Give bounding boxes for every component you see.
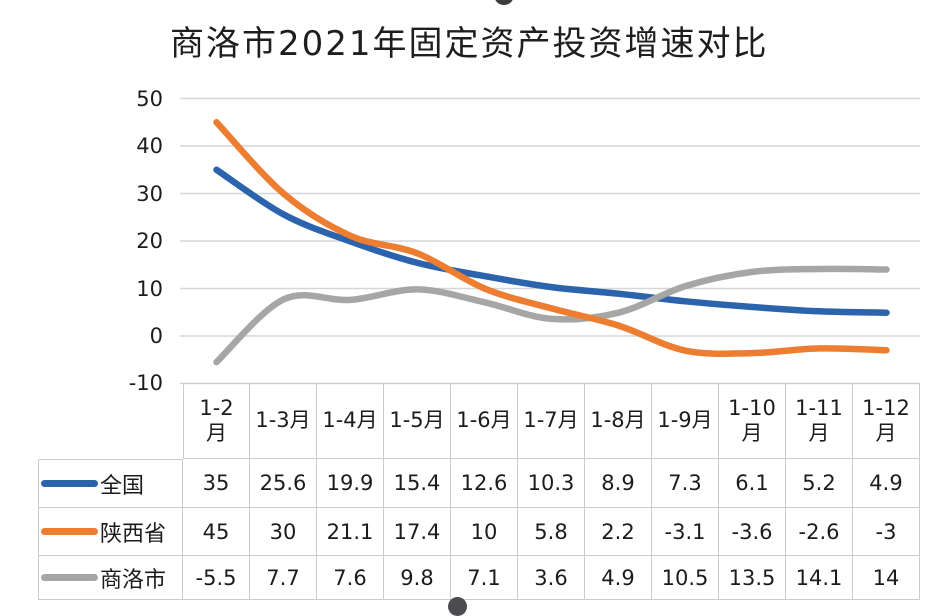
data-table-header-row: 1-2月 1-3月 1-4月 1-5月 1-6月 1-7月 1-8月 1-9月 … xyxy=(183,383,920,459)
y-axis-tick-label: 50 xyxy=(136,87,163,111)
value-cell: 7.7 xyxy=(250,556,317,600)
partial-circle-mark-bottom xyxy=(448,597,467,616)
value-cell: 17.4 xyxy=(384,508,451,556)
value-cell: 10.5 xyxy=(652,556,719,600)
value-cell: 8.9 xyxy=(585,459,652,508)
category-header-cell: 1-11月 xyxy=(786,383,853,459)
table-row-shangluo: 商洛市 -5.5 7.7 7.6 9.8 7.1 3.6 4.9 10.5 13… xyxy=(38,556,920,600)
y-axis-tick-label: 20 xyxy=(136,229,163,253)
value-cell: 9.8 xyxy=(384,556,451,600)
series-name: 全国 xyxy=(100,473,145,499)
value-cell: 14.1 xyxy=(786,556,853,600)
category-header-cell: 1-9月 xyxy=(652,383,719,459)
value-cell: 13.5 xyxy=(719,556,786,600)
category-header-cell: 1-10月 xyxy=(719,383,786,459)
chart-title: 商洛市2021年固定资产投资增速对比 xyxy=(170,24,769,64)
value-cell: 21.1 xyxy=(317,508,384,556)
value-cell: 7.6 xyxy=(317,556,384,600)
value-cell: 19.9 xyxy=(317,459,384,508)
value-cell: 2.2 xyxy=(585,508,652,556)
value-cell: -5.5 xyxy=(183,556,250,600)
series-line-shangluo xyxy=(213,265,890,366)
y-axis-tick-label: 0 xyxy=(149,324,163,348)
partial-circle-mark-top xyxy=(494,0,514,5)
y-axis-tick-label: -10 xyxy=(128,371,163,395)
data-table-body: 全国 35 25.6 19.9 15.4 12.6 10.3 8.9 7.3 6… xyxy=(38,459,920,600)
series-name: 陕西省 xyxy=(100,521,167,547)
category-header-cell: 1-5月 xyxy=(384,383,451,459)
value-cell: 7.1 xyxy=(451,556,518,600)
value-cell: 35 xyxy=(183,459,250,508)
category-header-cell: 1-8月 xyxy=(585,383,652,459)
value-cell: 12.6 xyxy=(451,459,518,508)
category-header-cell: 1-2月 xyxy=(183,383,250,459)
category-header-cell: 1-7月 xyxy=(518,383,585,459)
value-cell: -2.6 xyxy=(786,508,853,556)
legend-line-swatch xyxy=(41,480,98,487)
y-axis-tick-label: 40 xyxy=(136,134,163,158)
value-cell: 30 xyxy=(250,508,317,556)
value-cell: 10 xyxy=(451,508,518,556)
category-header-cell: 1-12月 xyxy=(853,383,920,459)
category-header-cell: 1-4月 xyxy=(317,383,384,459)
legend-cell: 商洛市 xyxy=(38,556,183,600)
series-line-shaanxi xyxy=(213,119,890,358)
legend-line-swatch xyxy=(41,528,98,535)
series-name: 商洛市 xyxy=(100,567,167,593)
table-row-shaanxi: 陕西省 45 30 21.1 17.4 10 5.8 2.2 -3.1 -3.6… xyxy=(38,508,920,556)
legend-cell: 全国 xyxy=(38,459,183,508)
value-cell: 14 xyxy=(853,556,920,600)
value-cell: 4.9 xyxy=(853,459,920,508)
value-cell: 45 xyxy=(183,508,250,556)
category-header-cell: 1-6月 xyxy=(451,383,518,459)
value-cell: 5.8 xyxy=(518,508,585,556)
y-axis-tick-label: 10 xyxy=(136,277,163,301)
value-cell: 4.9 xyxy=(585,556,652,600)
value-cell: -3 xyxy=(853,508,920,556)
value-cell: -3.1 xyxy=(652,508,719,556)
value-cell: -3.6 xyxy=(719,508,786,556)
value-cell: 15.4 xyxy=(384,459,451,508)
value-cell: 25.6 xyxy=(250,459,317,508)
legend-cell: 陕西省 xyxy=(38,508,183,556)
category-header-cell: 1-3月 xyxy=(250,383,317,459)
series-line-national xyxy=(213,166,890,316)
value-cell: 7.3 xyxy=(652,459,719,508)
table-row-national: 全国 35 25.6 19.9 15.4 12.6 10.3 8.9 7.3 6… xyxy=(38,459,920,508)
legend-line-swatch xyxy=(41,574,98,581)
value-cell: 3.6 xyxy=(518,556,585,600)
value-cell: 6.1 xyxy=(719,459,786,508)
value-cell: 5.2 xyxy=(786,459,853,508)
value-cell: 10.3 xyxy=(518,459,585,508)
y-axis-tick-label: 30 xyxy=(136,182,163,206)
